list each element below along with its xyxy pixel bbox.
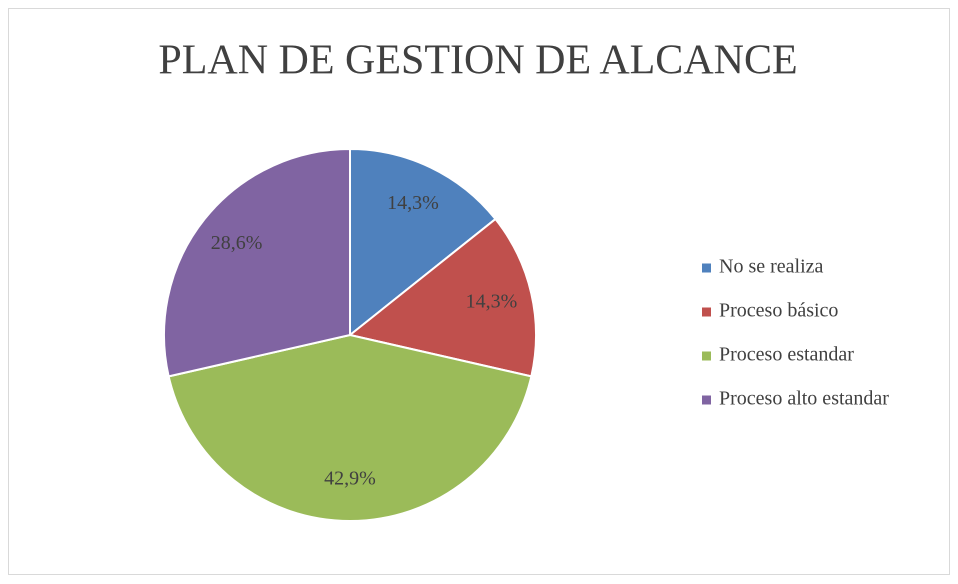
pie-slice <box>163 147 351 378</box>
legend-label: Proceso alto estandar <box>719 388 889 410</box>
pie-slice <box>349 147 497 338</box>
pie-slice <box>347 217 537 378</box>
legend-swatch <box>702 307 711 317</box>
legend-label: Proceso estandar <box>719 344 854 366</box>
pie-slice <box>167 333 533 522</box>
data-label: 14,3% <box>387 192 439 214</box>
data-label: 42,9% <box>324 468 376 490</box>
chart-title: PLAN DE GESTION DE ALCANCE <box>158 38 797 84</box>
legend-label: Proceso básico <box>719 300 838 322</box>
data-label: 28,6% <box>211 232 263 254</box>
legend-swatch <box>702 395 711 405</box>
legend-swatch <box>702 351 711 361</box>
data-label: 14,3% <box>466 290 518 312</box>
legend-swatch <box>702 263 711 273</box>
legend-label: No se realiza <box>719 256 824 278</box>
